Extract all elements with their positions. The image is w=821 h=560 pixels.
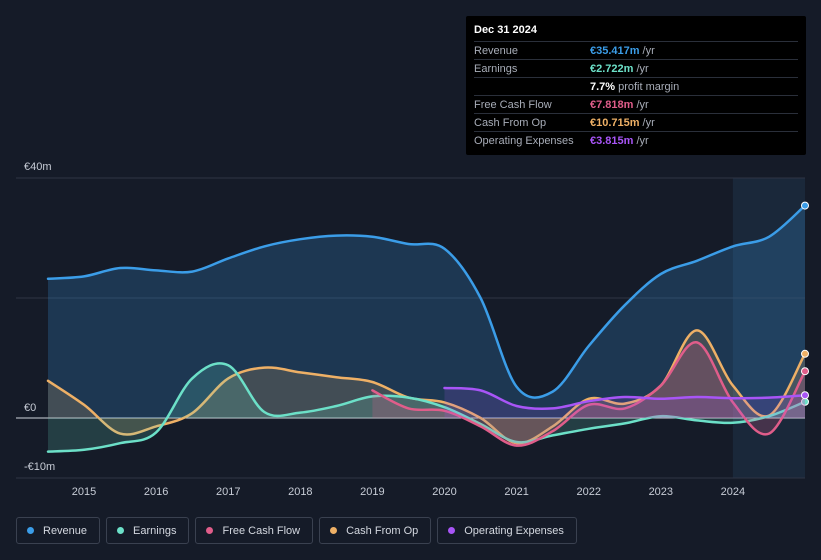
cash-from-op-area xyxy=(48,330,805,444)
legend-dot-icon xyxy=(206,527,214,534)
x-tick-label: 2019 xyxy=(360,486,384,498)
earnings-area xyxy=(48,363,805,452)
cash-from-op-end-point xyxy=(801,349,809,358)
free-cash-flow-line xyxy=(371,341,807,447)
free-cash-flow-area xyxy=(372,342,805,446)
tooltip-row-label: Cash From Op xyxy=(474,116,547,129)
tooltip-row-unit: /yr xyxy=(642,116,655,129)
financial-chart: €40m €0 -€10m 2015 2016 2017 2018 2019 2020 2021 2… xyxy=(16,161,809,498)
tooltip-row: 7.7% profit margin xyxy=(474,77,798,95)
tooltip-row-value: 7.7% xyxy=(590,80,616,93)
x-tick-label: 2021 xyxy=(504,486,528,498)
legend-item-cash-from-op[interactable]: Cash From Op xyxy=(319,517,432,544)
operating-expenses-end-point xyxy=(801,391,809,400)
y-tick-label: -€10m xyxy=(24,461,55,473)
tooltip-row-label: Earnings xyxy=(474,62,518,75)
x-tick-label: 2018 xyxy=(288,486,312,498)
x-tick-label: 2016 xyxy=(144,486,168,498)
legend-item-earnings[interactable]: Earnings xyxy=(106,517,190,544)
cash-from-op-line xyxy=(46,329,807,445)
tooltip-row: Cash From Op €10.715m/yr xyxy=(474,113,798,131)
x-tick-label: 2017 xyxy=(216,486,240,498)
legend-item-free-cash-flow[interactable]: Free Cash Flow xyxy=(195,517,314,544)
revenue-area xyxy=(48,205,805,418)
tooltip-date: Dec 31 2024 xyxy=(474,24,537,36)
tooltip-row-value: €7.818m xyxy=(590,98,634,111)
tooltip-row-unit: /yr xyxy=(636,134,649,147)
legend-label: Operating Expenses xyxy=(464,524,564,537)
chart-legend: Revenue Earnings Free Cash Flow Cash From O… xyxy=(16,517,577,544)
revenue-line xyxy=(46,204,807,399)
highlight-region xyxy=(732,178,805,478)
operating-expenses-area xyxy=(444,388,805,418)
revenue-end-point xyxy=(801,201,809,210)
y-tick-label: €0 xyxy=(24,402,36,414)
legend-item-operating-expenses[interactable]: Operating Expenses xyxy=(437,517,577,544)
tooltip-row-value: €10.715m xyxy=(590,116,640,129)
tooltip-row-value: €35.417m xyxy=(590,44,640,57)
legend-dot-icon xyxy=(117,527,125,534)
tooltip-row: Revenue €35.417m/yr xyxy=(474,41,798,59)
legend-label: Cash From Op xyxy=(346,524,419,537)
legend-dot-icon xyxy=(27,527,34,534)
tooltip-row-unit: /yr xyxy=(636,98,649,111)
tooltip-row: Earnings €2.722m/yr xyxy=(474,59,798,77)
legend-dot-icon xyxy=(330,527,338,534)
tooltip-row-label: Free Cash Flow xyxy=(474,98,552,111)
tooltip-row-unit: /yr xyxy=(636,62,649,75)
tooltip-row-value: €2.722m xyxy=(590,62,634,75)
data-tooltip: Dec 31 2024 Revenue €35.417m/yr Earnings €2… xyxy=(466,16,806,155)
operating-expenses-line xyxy=(443,386,807,411)
legend-label: Free Cash Flow xyxy=(222,524,301,537)
x-tick-label: 2020 xyxy=(432,486,456,498)
legend-dot-icon xyxy=(448,527,456,534)
tooltip-row-value: €3.815m xyxy=(590,134,634,147)
legend-label: Earnings xyxy=(133,524,177,537)
earnings-line xyxy=(46,362,807,453)
tooltip-row-label: Revenue xyxy=(474,44,519,57)
legend-label: Revenue xyxy=(43,524,88,537)
x-tick-label: 2024 xyxy=(721,486,745,498)
y-tick-label: €40m xyxy=(24,161,52,173)
tooltip-row-label: Operating Expenses xyxy=(474,134,574,147)
legend-item-revenue[interactable]: Revenue xyxy=(16,517,101,544)
x-tick-label: 2015 xyxy=(72,486,96,498)
tooltip-row-unit: /yr xyxy=(642,44,655,57)
tooltip-row: Operating Expenses €3.815m/yr xyxy=(474,131,798,149)
tooltip-row: Free Cash Flow €7.818m/yr xyxy=(474,95,798,113)
free-cash-flow-end-point xyxy=(801,367,809,376)
x-tick-label: 2022 xyxy=(576,486,600,498)
tooltip-row-unit: profit margin xyxy=(618,80,680,93)
x-tick-label: 2023 xyxy=(649,486,673,498)
